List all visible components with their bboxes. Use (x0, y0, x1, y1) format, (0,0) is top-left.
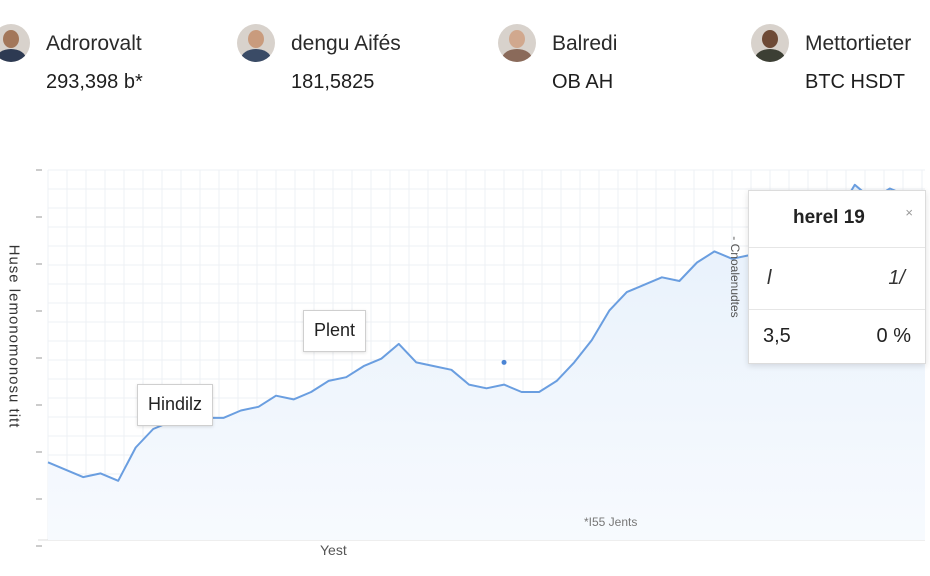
annotation-point (501, 359, 507, 365)
profile-card-1[interactable]: Adrorovalt 293,398 b* (0, 22, 192, 102)
profiles-header: Adrorovalt 293,398 b* dengu Aifés 181,58… (0, 0, 930, 110)
avatar (498, 24, 536, 62)
tooltip-panel: herel 19 × l 1/ 3,5 0 % (748, 190, 926, 364)
tooltip-title: herel 19 (793, 207, 865, 228)
tooltip-col2-header: 1/ (888, 267, 905, 289)
profile-value: OB AH (552, 71, 614, 93)
profile-name: Mettortieter (805, 32, 912, 55)
annotation-hindilz[interactable]: Hindilz (137, 384, 214, 426)
vertical-note: - Cnoalenudtes (728, 236, 742, 318)
profile-name: Adrorovalt (46, 32, 142, 55)
y-axis-label: Huse lemonomonosu titt (5, 244, 23, 429)
profile-value: BTC HSDT (805, 71, 905, 93)
avatar (237, 24, 275, 62)
profile-value: 293,398 b* (46, 71, 143, 93)
tooltip-value-1: 3,5 (763, 325, 791, 347)
profile-card-4[interactable]: Mettortieter BTC HSDT (751, 22, 930, 102)
divider (749, 247, 925, 248)
profile-card-3[interactable]: Balredi OB AH (498, 22, 698, 102)
avatar (751, 24, 789, 62)
price-chart[interactable]: Huse lemonomonosu titt - Cnoalenudtes Ye… (0, 160, 930, 576)
profile-name: Balredi (552, 32, 618, 55)
profile-value: 181,5825 (291, 71, 375, 93)
x-axis-label: Yest (320, 542, 347, 558)
divider (749, 309, 925, 310)
avatar (0, 24, 30, 62)
chart-watermark: *I55 Jents (584, 515, 638, 529)
profile-card-2[interactable]: dengu Aifés 181,5825 (237, 22, 437, 102)
close-icon[interactable]: × (905, 205, 913, 220)
tooltip-col1-header: l (767, 267, 772, 289)
tooltip-value-2: 0 % (876, 325, 911, 347)
area-fill (48, 184, 925, 541)
profile-name: dengu Aifés (291, 32, 401, 55)
annotation-plent[interactable]: Plent (303, 310, 367, 352)
